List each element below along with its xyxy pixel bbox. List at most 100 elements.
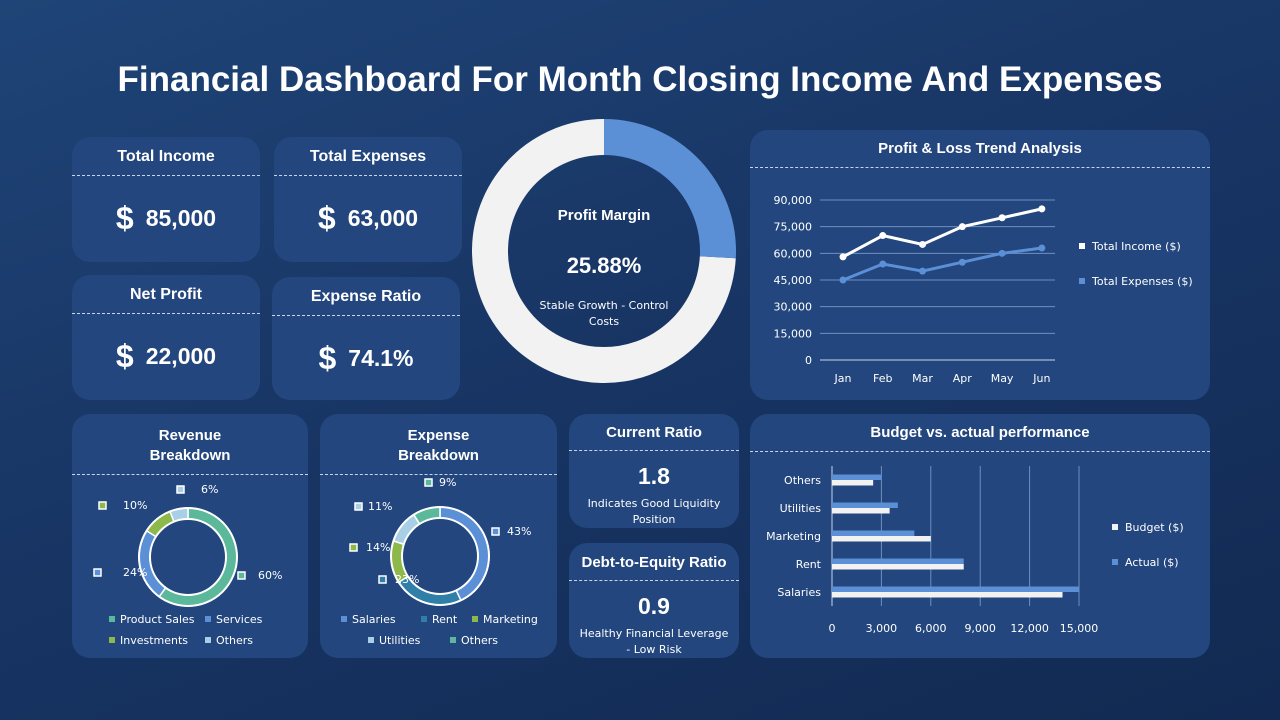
data-point [879,260,887,268]
data-label-marker [491,527,500,536]
donut-outer-ring [138,507,238,607]
legend-swatch [109,616,115,622]
bar-budget [832,564,964,570]
x-tick-label: 12,000 [1010,622,1049,635]
dollar-icon: $ [317,200,336,236]
x-tick-label: 15,000 [1060,622,1099,635]
bar-budget [832,592,1063,598]
kpi-label: Expense Ratio [272,277,460,316]
data-point [958,223,966,231]
chart-title: Revenue Breakdown [72,414,308,475]
kpi-value: 74.1% [348,345,414,371]
legend-label: Others [216,634,253,647]
budget-actual-card: Budget vs. actual performance 0 3,000 6,00… [750,414,1210,658]
chart-title: Profit & Loss Trend Analysis [750,130,1210,168]
profit-margin-label: Profit Margin [557,207,651,224]
gauge-fill [604,119,736,259]
bar-actual [832,502,898,508]
profit-margin-value: 25.88% [566,253,642,278]
kpi-value: 63,000 [347,205,419,231]
chart-title: Expense Breakdown [320,414,557,475]
y-tick-label: 15,000 [774,327,813,340]
debt-equity-value: 0.9 [638,593,670,619]
bar-budget [832,536,931,542]
kpi-label: Net Profit [72,275,260,314]
data-label: 11% [368,500,392,513]
dollar-icon: $ [115,338,134,374]
legend-label: Marketing [483,613,538,626]
x-tick-label: 3,000 [866,622,898,635]
data-point [879,232,887,240]
y-tick-label: 30,000 [774,301,813,314]
kpi-total-income: Total Income $85,000 [72,137,260,262]
y-tick-label: Utilities [780,502,822,515]
x-tick-label: Apr [953,372,973,385]
data-label: 14% [366,541,390,554]
legend-swatch [1079,278,1085,284]
x-tick-label: May [991,372,1014,385]
series-line [842,207,1043,259]
x-tick-label: Feb [873,372,892,385]
debt-equity-card: Debt-to-Equity Ratio 0.9 Healthy Financi… [569,543,739,658]
legend-swatch [109,637,115,643]
revenue-breakdown-card: Revenue Breakdown 60% 24% 10% 6% Product Sal… [72,414,308,658]
kpi-value: 22,000 [145,343,217,369]
data-label: 9% [439,476,456,489]
kpi-expense-ratio: Expense Ratio $74.1% [272,277,460,400]
y-tick-label: Salaries [777,586,821,599]
kpi-value: 85,000 [145,205,217,231]
expense-breakdown-card: Expense Breakdown 43% 23% 14% 11% 9% Salaries… [320,414,557,658]
bar-actual [832,586,1079,592]
bar-actual [832,558,964,564]
data-point [1038,244,1046,252]
legend-swatch [205,637,211,643]
series-line [842,246,1043,282]
kpi-total-expenses: Total Expenses $63,000 [274,137,462,262]
current-ratio-card: Current Ratio 1.8 Indicates Good Liquidi… [569,414,739,528]
y-tick-label: Others [784,474,821,487]
debt-equity-note: Healthy Financial Leverage - Low Risk [579,627,729,656]
legend-label: Total Expenses ($) [1091,275,1193,288]
y-tick-label: 90,000 [774,194,813,207]
data-label: 24% [123,566,147,579]
x-tick-label: 0 [829,622,836,635]
legend-label: Services [216,613,263,626]
x-tick-label: 6,000 [915,622,947,635]
legend-swatch [1112,559,1118,565]
data-point [958,258,966,266]
data-label-marker [176,485,185,494]
current-ratio-label: Current Ratio [569,414,739,451]
bar-actual [832,530,915,536]
x-tick-label: Jan [834,372,852,385]
y-tick-label: 45,000 [774,274,813,287]
profit-margin-gauge: Profit Margin 25.88% Stable Growth - Con… [472,119,736,383]
legend-label: Product Sales [120,613,195,626]
donut-inner-ring [401,517,479,595]
legend-swatch [421,616,427,622]
data-point [919,267,927,275]
legend-swatch [1112,524,1118,530]
y-tick-label: 0 [805,354,812,367]
data-label-marker [424,478,433,487]
data-point [839,253,847,261]
data-label-marker [98,501,107,510]
donut-inner-ring [149,518,227,596]
data-label: 10% [123,499,147,512]
x-tick-label: Mar [912,372,933,385]
y-tick-label: 75,000 [774,221,813,234]
debt-equity-label: Debt-to-Equity Ratio [569,543,739,581]
legend-swatch [341,616,347,622]
chart-title: Budget vs. actual performance [750,414,1210,452]
data-point [919,240,927,248]
data-label: 43% [507,525,531,538]
data-label-marker [349,543,358,552]
kpi-net-profit: Net Profit $22,000 [72,275,260,400]
kpi-label: Total Income [72,137,260,176]
legend-label: Utilities [379,634,421,647]
legend-label: Salaries [352,613,396,626]
data-label-marker [237,571,246,580]
data-point [1038,205,1046,213]
legend-swatch [1079,243,1085,249]
legend-label: Investments [120,634,188,647]
data-label: 60% [258,569,282,582]
